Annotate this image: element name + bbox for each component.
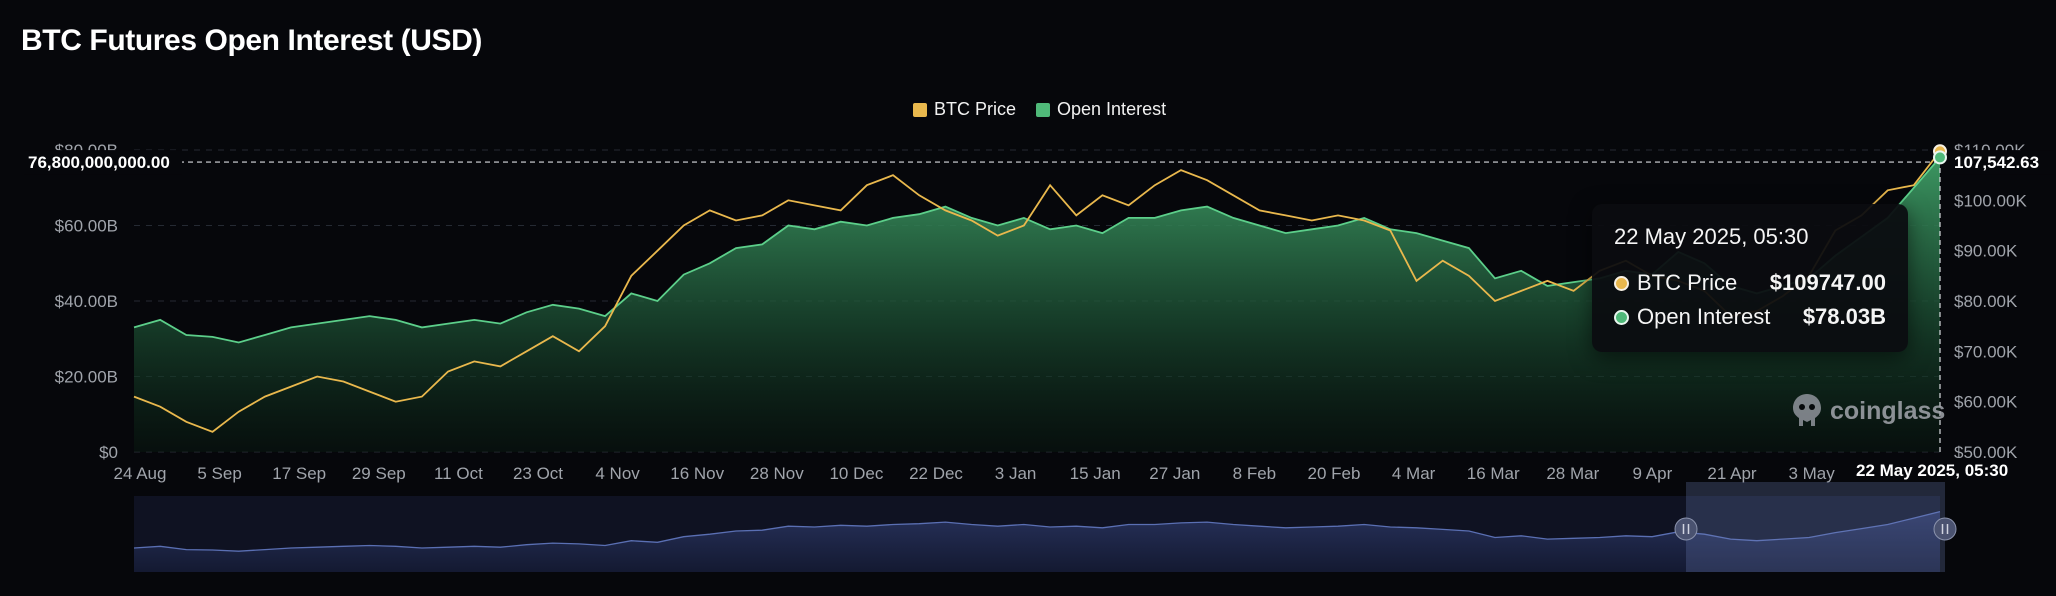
crosshair-x-label-bg [1852, 458, 2020, 482]
crosshair-right-label: 107,542.63 [1954, 153, 2039, 172]
tooltip-value-btc-price: $109747.00 [1769, 270, 1886, 295]
x-tick-label: 21 Apr [1707, 464, 1756, 483]
open-interest-marker [1933, 150, 1947, 165]
coinglass-watermark: coinglass [1790, 392, 1945, 430]
y-right-tick-label: $70.00K [1954, 342, 2018, 361]
crosshair-left-label-bg [24, 150, 182, 175]
x-tick-label: 16 Nov [670, 464, 724, 483]
y-left-tick-label: $60.00B [55, 217, 118, 236]
chart-title: BTC Futures Open Interest (USD) [21, 24, 482, 57]
tooltip-label-btc-price: BTC Price [1637, 270, 1738, 295]
navigator-selection[interactable] [1686, 482, 1945, 572]
x-tick-label: 22 Dec [909, 464, 963, 483]
legend-label-open-interest: Open Interest [1057, 99, 1167, 119]
tooltip-label-open-interest: Open Interest [1637, 304, 1771, 329]
x-tick-label: 4 Nov [595, 464, 640, 483]
crosshair-x-label: 22 May 2025, 05:30 [1856, 461, 2008, 480]
x-tick-label: 20 Feb [1308, 464, 1361, 483]
tooltip-dot-open-interest [1614, 309, 1629, 325]
navigator-handle-right[interactable] [1933, 517, 1957, 541]
tooltip-value-open-interest: $78.03B [1802, 304, 1886, 329]
tooltip-row-btc-price: BTC Price $109747.00 [1614, 270, 1886, 296]
legend-item-btc-price[interactable]: BTC Price [913, 99, 1016, 120]
x-tick-label: 28 Nov [750, 464, 804, 483]
crosshair-right-label-bg [1950, 150, 2054, 175]
x-tick-label: 11 Oct [434, 464, 483, 483]
x-tick-label: 17 Sep [272, 464, 326, 483]
x-tick-label: 4 Mar [1392, 464, 1436, 483]
x-tick-label: 5 Sep [197, 464, 241, 483]
y-right-tick-label: $90.00K [1954, 242, 2018, 261]
tooltip-row-open-interest: Open Interest $78.03B [1614, 304, 1886, 330]
chart-legend: BTC Price Open Interest [913, 99, 1166, 120]
x-tick-label: 27 Jan [1149, 464, 1200, 483]
y-left-tick-label: $40.00B [55, 292, 118, 311]
x-tick-label: 28 Mar [1546, 464, 1599, 483]
x-tick-label: 23 Oct [513, 464, 563, 483]
x-tick-label: 8 Feb [1233, 464, 1276, 483]
navigator-handle-left[interactable] [1674, 517, 1698, 541]
tooltip-date: 22 May 2025, 05:30 [1614, 224, 1809, 249]
x-tick-label: 29 Sep [352, 464, 406, 483]
crosshair-left-label: 76,800,000,000.00 [28, 153, 170, 172]
x-tick-label: 16 Mar [1467, 464, 1520, 483]
navigator-area [134, 511, 1940, 572]
y-right-tick-label: $80.00K [1954, 292, 2018, 311]
legend-item-open-interest[interactable]: Open Interest [1036, 99, 1166, 120]
x-tick-label: 24 Aug [114, 464, 167, 483]
y-right-tick-label: $100.00K [1954, 191, 2027, 210]
x-tick-label: 15 Jan [1070, 464, 1121, 483]
watermark-text: coinglass [1830, 396, 1946, 425]
legend-swatch-btc-price [913, 102, 927, 117]
coinglass-logo-icon [1793, 394, 1821, 426]
open-interest-area [134, 157, 1940, 452]
navigator[interactable] [133, 482, 1957, 572]
x-tick-label: 3 Jan [995, 464, 1037, 483]
legend-label-btc-price: BTC Price [934, 99, 1017, 119]
navigator-line [133, 510, 1941, 552]
y-left-tick-label: $20.00B [55, 368, 118, 387]
y-left-tick-label: $0 [99, 443, 118, 462]
y-right-tick-label: $50.00K [1954, 443, 2018, 462]
y-right-tick-label: $60.00K [1954, 393, 2018, 412]
tooltip-dot-btc-price [1614, 275, 1629, 291]
x-tick-label: 9 Apr [1633, 464, 1673, 483]
legend-swatch-open-interest [1036, 102, 1051, 117]
chart-tooltip: 22 May 2025, 05:30 BTC Price $109747.00 … [1592, 204, 1908, 352]
x-tick-label: 3 May [1788, 464, 1835, 483]
crosshair: 76,800,000,000.00 107,542.63 22 May 2025, … [24, 144, 2054, 482]
x-tick-label: 10 Dec [829, 464, 883, 483]
